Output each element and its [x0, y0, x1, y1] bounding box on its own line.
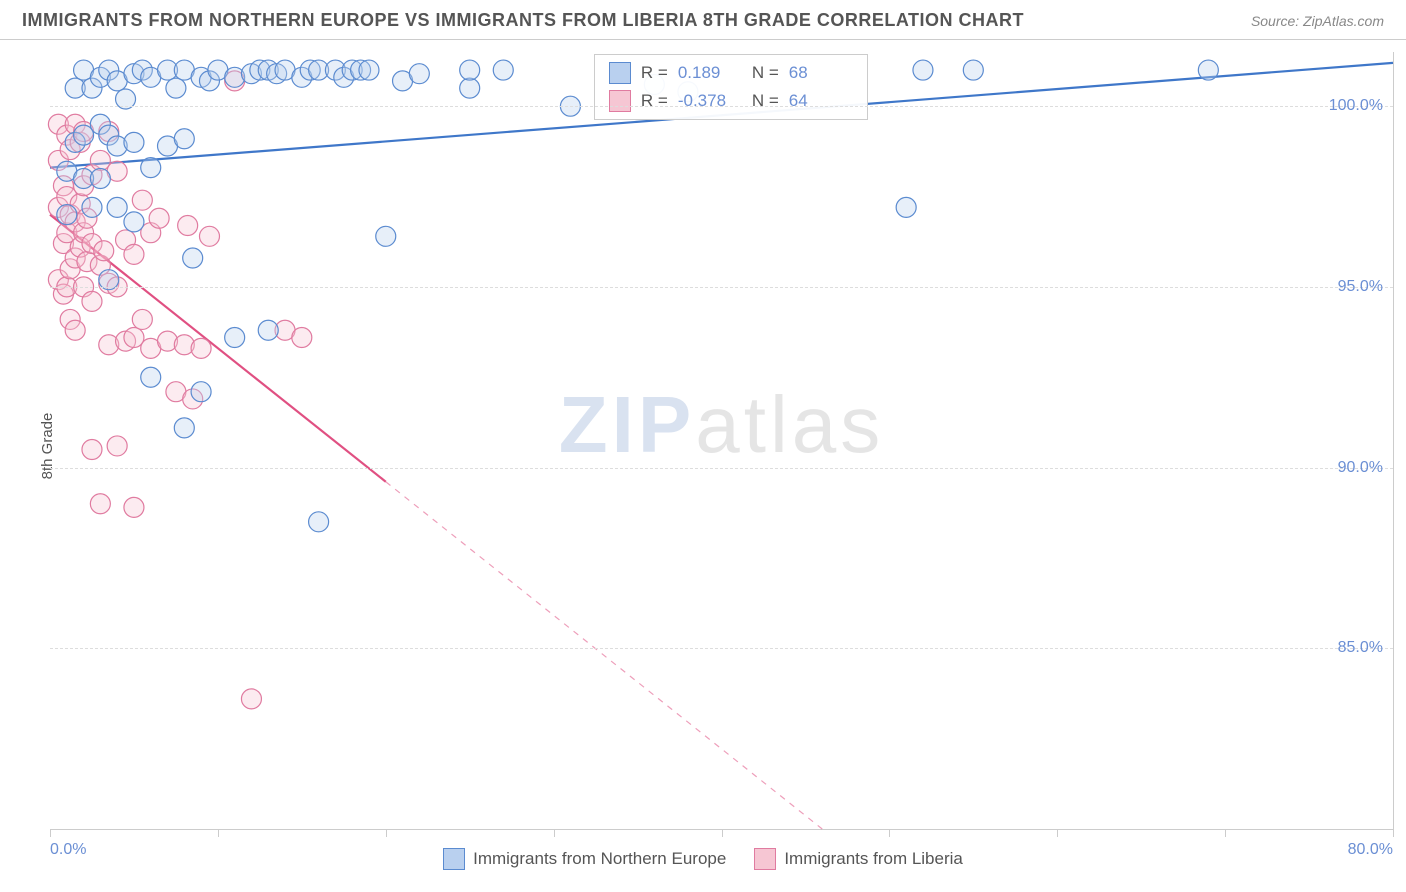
y-tick-label: 100.0% — [1329, 97, 1383, 115]
data-point — [107, 436, 127, 456]
data-point — [124, 244, 144, 264]
n-label: N = — [752, 63, 779, 83]
gridline — [50, 468, 1393, 469]
r-label: R = — [641, 63, 668, 83]
data-point — [174, 129, 194, 149]
x-tick — [1393, 829, 1394, 837]
gridline — [50, 648, 1393, 649]
data-point — [896, 197, 916, 217]
correlation-legend-row: R = 0.189 N = 68 — [595, 59, 867, 87]
legend-swatch — [443, 848, 465, 870]
header: IMMIGRANTS FROM NORTHERN EUROPE VS IMMIG… — [0, 0, 1406, 40]
r-value: 0.189 — [678, 63, 742, 83]
legend-label: Immigrants from Liberia — [784, 849, 963, 869]
gridline — [50, 287, 1393, 288]
legend-label: Immigrants from Northern Europe — [473, 849, 726, 869]
data-point — [132, 309, 152, 329]
source-attribution: Source: ZipAtlas.com — [1251, 13, 1384, 29]
data-point — [191, 382, 211, 402]
data-point — [493, 60, 513, 80]
data-point — [94, 241, 114, 261]
r-label: R = — [641, 91, 668, 111]
x-tick — [1225, 829, 1226, 837]
x-tick — [889, 829, 890, 837]
data-point — [292, 328, 312, 348]
correlation-legend-row: R = -0.378 N = 64 — [595, 87, 867, 115]
data-point — [82, 291, 102, 311]
data-point — [141, 367, 161, 387]
legend-item: Immigrants from Liberia — [754, 848, 963, 870]
data-point — [460, 78, 480, 98]
data-point — [191, 338, 211, 358]
plot-canvas: ZIPatlas R =0.189N =68R =-0.378N =64 85.… — [50, 52, 1394, 830]
data-point — [141, 158, 161, 178]
data-point — [258, 320, 278, 340]
data-point — [132, 190, 152, 210]
data-point — [82, 440, 102, 460]
x-tick — [386, 829, 387, 837]
x-tick — [722, 829, 723, 837]
correlation-legend: R = 0.189 N = 68 R = -0.378 N = 64 — [594, 54, 868, 120]
legend-item: Immigrants from Northern Europe — [443, 848, 726, 870]
data-point — [149, 208, 169, 228]
gridline — [50, 106, 1393, 107]
data-point — [376, 226, 396, 246]
data-point — [183, 248, 203, 268]
data-point — [460, 60, 480, 80]
data-point — [1198, 60, 1218, 80]
data-point — [178, 215, 198, 235]
y-tick-label: 95.0% — [1338, 278, 1383, 296]
data-point — [124, 212, 144, 232]
y-tick-label: 85.0% — [1338, 639, 1383, 657]
data-point — [225, 328, 245, 348]
x-tick — [554, 829, 555, 837]
n-value: 68 — [789, 63, 853, 83]
y-tick-label: 90.0% — [1338, 459, 1383, 477]
x-tick — [218, 829, 219, 837]
data-point — [199, 226, 219, 246]
scatter-points — [50, 52, 1393, 829]
plot-area: ZIPatlas R =0.189N =68R =-0.378N =64 85.… — [50, 52, 1394, 830]
n-value: 64 — [789, 91, 853, 111]
x-tick — [1057, 829, 1058, 837]
data-point — [82, 197, 102, 217]
data-point — [65, 320, 85, 340]
data-point — [409, 64, 429, 84]
series-legend: Immigrants from Northern Europe Immigrant… — [0, 848, 1406, 870]
r-value: -0.378 — [678, 91, 742, 111]
legend-swatch — [754, 848, 776, 870]
data-point — [90, 168, 110, 188]
data-point — [963, 60, 983, 80]
data-point — [913, 60, 933, 80]
n-label: N = — [752, 91, 779, 111]
data-point — [359, 60, 379, 80]
chart-title: IMMIGRANTS FROM NORTHERN EUROPE VS IMMIG… — [22, 10, 1024, 31]
data-point — [241, 689, 261, 709]
data-point — [107, 197, 127, 217]
data-point — [166, 78, 186, 98]
data-point — [124, 497, 144, 517]
data-point — [90, 494, 110, 514]
x-tick — [50, 829, 51, 837]
data-point — [124, 132, 144, 152]
legend-swatch — [609, 90, 631, 112]
legend-swatch — [609, 62, 631, 84]
data-point — [57, 205, 77, 225]
data-point — [174, 418, 194, 438]
data-point — [309, 512, 329, 532]
